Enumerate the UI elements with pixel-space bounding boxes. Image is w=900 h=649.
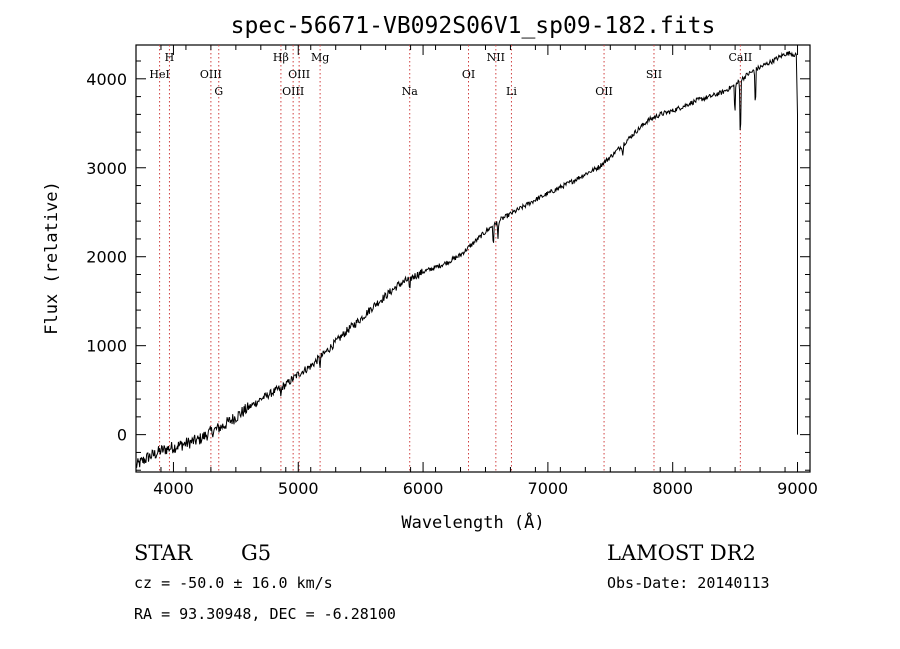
x-tick-label: 7000 bbox=[528, 479, 569, 498]
line-marker-label: OII bbox=[595, 85, 613, 98]
y-tick-label: 3000 bbox=[86, 159, 127, 178]
line-marker-label: G bbox=[214, 85, 223, 98]
line-marker-label: H bbox=[165, 51, 175, 64]
line-marker-label: NII bbox=[487, 51, 505, 64]
y-tick-label: 2000 bbox=[86, 248, 127, 267]
survey-name: LAMOST DR2 bbox=[607, 541, 756, 565]
line-marker-label: CaII bbox=[729, 51, 753, 64]
coordinates-line: RA = 93.30948, DEC = -6.28100 bbox=[134, 605, 396, 623]
line-marker-label: HeI bbox=[149, 68, 169, 81]
y-tick-label: 1000 bbox=[86, 337, 127, 356]
x-tick-label: 5000 bbox=[278, 479, 319, 498]
y-axis-label: Flux (relative) bbox=[42, 181, 62, 335]
line-marker-label: OIII bbox=[200, 68, 222, 81]
line-marker-label: Hβ bbox=[273, 51, 289, 64]
y-tick-label: 0 bbox=[117, 426, 127, 445]
line-marker-label: Mg bbox=[311, 51, 329, 64]
line-marker-label: OIII bbox=[288, 68, 310, 81]
line-marker-label: SII bbox=[646, 68, 662, 81]
x-tick-label: 4000 bbox=[153, 479, 194, 498]
axis-ticks: 4000 5000 6000 7000 8000 9000 0 1000 2000 3000 400… bbox=[86, 45, 818, 498]
line-marker-label: OI bbox=[462, 68, 475, 81]
plot-frame bbox=[135, 44, 811, 473]
chart-title: spec-56671-VB092S06V1_sp09-182.fits bbox=[231, 13, 716, 39]
x-tick-label: 6000 bbox=[403, 479, 444, 498]
spectrum-line bbox=[135, 51, 798, 468]
line-marker-label: Li bbox=[506, 85, 517, 98]
object-class: STAR bbox=[134, 541, 193, 565]
redshift-line: cz = -50.0 ± 16.0 km/s bbox=[134, 574, 333, 592]
object-subclass: G5 bbox=[241, 541, 271, 565]
line-marker-label: OIII bbox=[282, 85, 304, 98]
x-axis-label: Wavelength (Å) bbox=[401, 511, 544, 533]
y-tick-label: 4000 bbox=[86, 70, 127, 89]
obs-date-line: Obs-Date: 20140113 bbox=[607, 574, 770, 592]
line-marker-label: Na bbox=[402, 85, 419, 98]
x-tick-label: 8000 bbox=[652, 479, 693, 498]
x-tick-label: 9000 bbox=[777, 479, 818, 498]
